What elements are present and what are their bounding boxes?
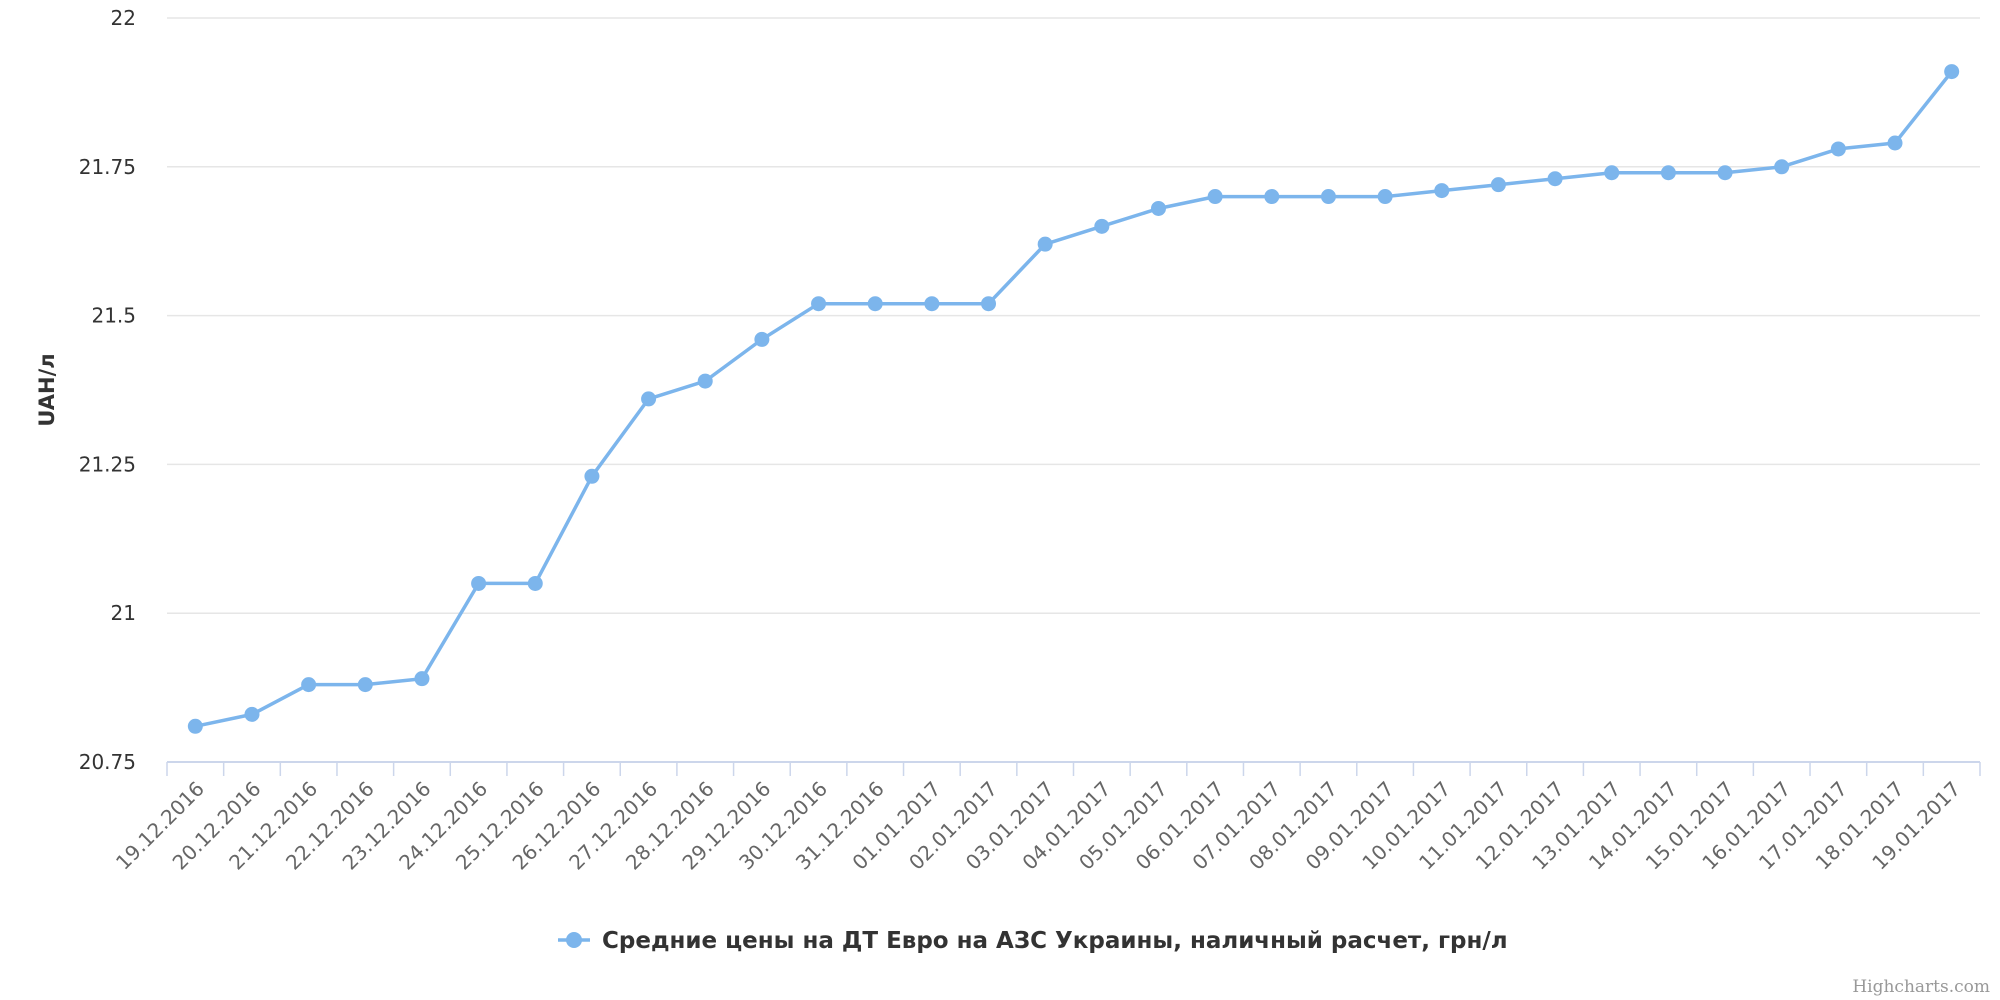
y-tick-label: 21.5 (91, 304, 136, 328)
data-point[interactable] (1830, 141, 1846, 157)
legend-item-label[interactable]: Средние цены на ДТ Евро на АЗС Украины, … (602, 928, 1508, 954)
data-point[interactable] (1547, 171, 1563, 187)
data-point[interactable] (187, 718, 203, 734)
data-point[interactable] (357, 677, 373, 693)
data-point[interactable] (1377, 189, 1393, 205)
data-point[interactable] (584, 468, 600, 484)
data-point[interactable] (867, 296, 883, 312)
data-point[interactable] (1264, 189, 1280, 205)
x-axis (166, 761, 1981, 776)
data-point[interactable] (811, 296, 827, 312)
y-tick-label: 21 (111, 601, 136, 625)
data-point[interactable] (1944, 64, 1960, 80)
legend-symbol-marker (566, 932, 582, 948)
series-line[interactable] (193, 69, 1954, 729)
y-tick-label: 21.25 (79, 452, 136, 476)
y-tick-label: 21.75 (79, 155, 136, 179)
data-point[interactable] (981, 296, 997, 312)
data-point[interactable] (414, 671, 430, 687)
data-point[interactable] (1717, 165, 1733, 181)
y-tick-label: 22 (111, 6, 136, 30)
data-point[interactable] (244, 706, 260, 722)
data-point[interactable] (1320, 189, 1336, 205)
series-layer[interactable] (187, 64, 1960, 734)
y-axis-ticks: 20.75 21 21.25 21.5 21.75 22 (79, 6, 136, 774)
data-point[interactable] (641, 391, 657, 407)
y-tick-label: 20.75 (79, 750, 136, 774)
data-point[interactable] (1207, 189, 1223, 205)
data-point[interactable] (1660, 165, 1676, 181)
data-point[interactable] (1150, 200, 1166, 216)
legend[interactable]: Средние цены на ДТ Евро на АЗС Украины, … (558, 928, 1508, 954)
data-point[interactable] (471, 575, 487, 591)
data-point[interactable] (1774, 159, 1790, 175)
data-point[interactable] (1887, 135, 1903, 151)
data-point[interactable] (924, 296, 940, 312)
x-axis-ticks: 19.12.201620.12.201621.12.201622.12.2016… (111, 777, 1965, 875)
data-point[interactable] (754, 331, 770, 347)
data-point[interactable] (527, 575, 543, 591)
credits-link[interactable]: Highcharts.com (1852, 977, 1990, 997)
data-point[interactable] (1434, 183, 1450, 199)
data-point[interactable] (301, 677, 317, 693)
data-point[interactable] (1037, 236, 1053, 252)
data-point[interactable] (1094, 218, 1110, 234)
data-point[interactable] (1490, 177, 1506, 193)
data-point[interactable] (697, 373, 713, 389)
y-axis-title: UAH/л (35, 353, 59, 426)
data-point[interactable] (1604, 165, 1620, 181)
